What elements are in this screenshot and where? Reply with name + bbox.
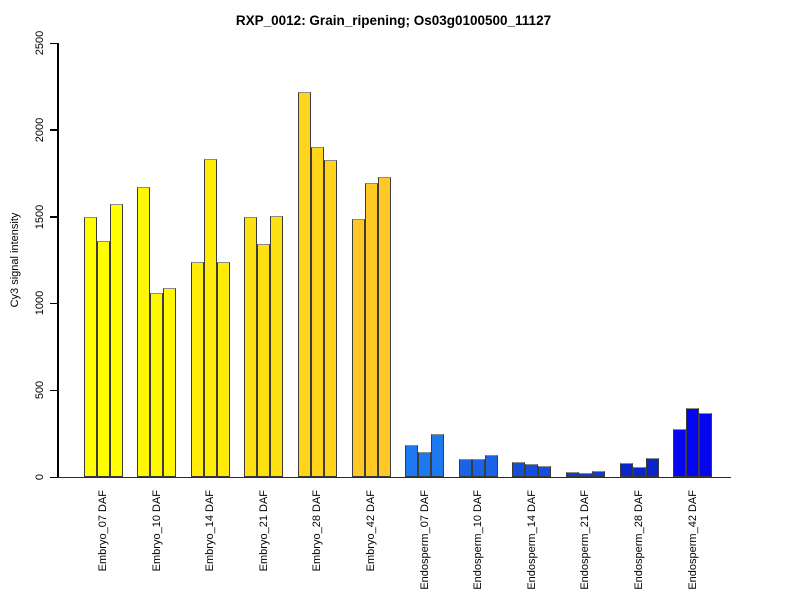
y-axis-tick <box>50 42 57 44</box>
bar-endosperm-10-daf-3 <box>484 455 498 477</box>
x-group-label: Endosperm_07 DAF <box>418 490 431 590</box>
bar-endosperm-28-daf-2 <box>632 466 646 477</box>
y-axis-tick <box>50 129 57 131</box>
bar-embryo-21-daf-1 <box>244 216 258 477</box>
x-group-label: Embryo_10 DAF <box>150 490 163 572</box>
bar-embryo-21-daf-2 <box>257 244 271 477</box>
y-axis-tick <box>50 216 57 218</box>
bar-endosperm-14-daf-2 <box>525 463 539 477</box>
y-tick-label: 0 <box>34 473 46 481</box>
y-tick-label: 2000 <box>34 117 46 143</box>
y-axis-line <box>57 43 59 477</box>
bar-embryo-07-daf-2 <box>96 240 110 477</box>
bar-endosperm-07-daf-1 <box>405 444 419 477</box>
bar-embryo-14-daf-3 <box>216 261 230 477</box>
y-axis-title: Cy3 signal intensity <box>9 212 21 308</box>
bar-embryo-28-daf-2 <box>310 147 324 477</box>
x-group-label: Embryo_07 DAF <box>97 490 109 572</box>
y-axis-tick <box>50 476 57 478</box>
bar-embryo-42-daf-3 <box>377 176 391 477</box>
bar-endosperm-28-daf-1 <box>619 463 633 477</box>
bar-endosperm-10-daf-1 <box>458 458 472 477</box>
bar-embryo-10-daf-3 <box>163 287 177 477</box>
y-tick-label: 500 <box>34 381 46 400</box>
bar-embryo-28-daf-3 <box>323 160 337 477</box>
y-tick-label: 1500 <box>34 204 46 229</box>
x-group-label: Endosperm_14 DAF <box>525 490 538 590</box>
bar-endosperm-42-daf-1 <box>673 429 687 477</box>
x-group-label: Embryo_28 DAF <box>311 490 324 572</box>
bar-endosperm-42-daf-2 <box>686 407 700 477</box>
y-tick-label: 1000 <box>34 291 46 316</box>
x-axis-baseline <box>57 476 731 478</box>
x-group-label: Embryo_42 DAF <box>365 490 377 572</box>
bar-embryo-42-daf-1 <box>351 219 365 477</box>
y-tick-label: 2500 <box>34 30 46 56</box>
bar-embryo-10-daf-1 <box>137 187 151 477</box>
x-group-label: Endosperm_28 DAF <box>633 490 645 590</box>
bar-endosperm-07-daf-2 <box>418 451 432 477</box>
bar-endosperm-21-daf-3 <box>591 470 605 477</box>
bar-endosperm-28-daf-3 <box>645 457 659 477</box>
bar-endosperm-07-daf-3 <box>431 434 445 477</box>
bar-embryo-07-daf-1 <box>83 216 97 477</box>
bar-endosperm-14-daf-3 <box>538 465 552 477</box>
bar-endosperm-42-daf-3 <box>699 413 713 477</box>
bar-endosperm-21-daf-2 <box>578 472 592 477</box>
x-group-label: Embryo_14 DAF <box>204 490 217 572</box>
x-group-label: Endosperm_21 DAF <box>579 490 592 590</box>
bar-embryo-42-daf-2 <box>364 182 378 477</box>
y-axis-tick <box>50 302 57 305</box>
bar-endosperm-10-daf-2 <box>471 458 485 477</box>
bar-embryo-07-daf-3 <box>109 203 123 477</box>
bar-endosperm-21-daf-1 <box>565 471 579 477</box>
x-group-label: Endosperm_10 DAF <box>472 490 485 590</box>
chart-title: RXP_0012: Grain_ripening; Os03g0100500_1… <box>235 13 552 28</box>
bar-embryo-14-daf-2 <box>203 159 217 477</box>
y-axis-tick <box>50 389 57 392</box>
bar-embryo-28-daf-1 <box>297 91 311 477</box>
bar-embryo-14-daf-1 <box>190 261 204 477</box>
bar-embryo-21-daf-3 <box>270 215 284 477</box>
x-group-label: Endosperm_42 DAF <box>686 490 699 590</box>
x-group-label: Embryo_21 DAF <box>257 490 270 572</box>
bar-embryo-10-daf-2 <box>150 292 164 477</box>
bar-endosperm-14-daf-1 <box>512 462 526 477</box>
